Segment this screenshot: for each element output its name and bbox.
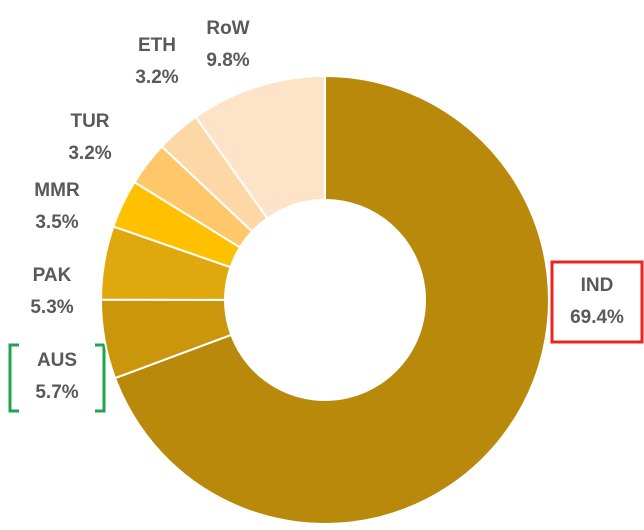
label-bg xyxy=(119,26,195,98)
category-label: TUR xyxy=(70,111,109,132)
label-bg xyxy=(14,256,90,328)
value-label: 5.7% xyxy=(35,382,78,403)
label-bg xyxy=(190,9,266,81)
highlight-box xyxy=(550,260,644,344)
label-bg xyxy=(19,341,95,413)
value-label: 3.2% xyxy=(135,67,178,88)
value-label: 69.4% xyxy=(570,307,624,328)
category-label: IND xyxy=(581,275,614,296)
label-bg xyxy=(52,102,128,174)
label-bg xyxy=(19,171,95,243)
category-label: MMR xyxy=(34,180,80,201)
label-bg xyxy=(559,266,635,338)
value-label: 3.2% xyxy=(68,143,111,164)
category-label: PAK xyxy=(33,265,72,286)
value-label: 3.5% xyxy=(35,212,78,233)
slice xyxy=(113,74,550,525)
value-label: 9.8% xyxy=(206,50,249,71)
category-label: RoW xyxy=(206,18,249,39)
slice xyxy=(194,74,326,220)
value-label: 5.3% xyxy=(30,297,73,318)
category-label: ETH xyxy=(138,35,176,56)
category-label: AUS xyxy=(37,350,77,371)
